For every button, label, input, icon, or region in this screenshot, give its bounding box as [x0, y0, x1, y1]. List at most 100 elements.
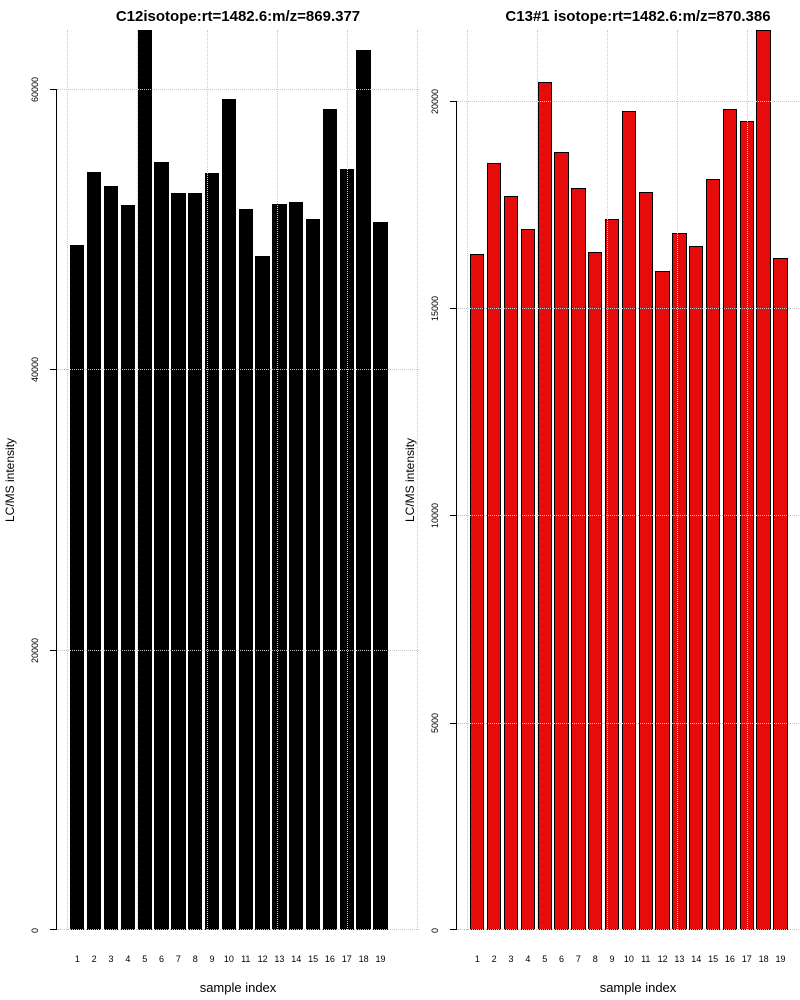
y-axis-label: LC/MS intensity [2, 30, 18, 930]
y-axis-tick-label: 0 [430, 927, 440, 933]
y-axis-tick-label: 10000 [430, 502, 440, 528]
c12-chart-panel: C12isotope:rt=1482.6:m/z=869.377 LC/MS i… [2, 8, 419, 995]
y-axis-tick [50, 369, 56, 371]
gridline-vertical [747, 30, 748, 930]
bar-sample-7 [171, 192, 186, 930]
bar-sample-15 [305, 219, 321, 930]
gridline-horizontal [457, 100, 800, 102]
x-axis-tick-label: 16 [324, 954, 335, 964]
plot-area-c12 [57, 30, 419, 930]
gridline-horizontal [57, 649, 419, 651]
x-axis-tick-label: 11 [241, 954, 251, 964]
gridline-vertical [467, 30, 468, 930]
y-axis-tick [450, 100, 456, 102]
y-axis-tick-label: 40000 [30, 356, 40, 382]
y-axis-tick-label: 20000 [30, 637, 40, 663]
x-axis-tick-label: 15 [708, 954, 719, 964]
gridline-vertical [417, 30, 418, 930]
bar-sample-13 [272, 203, 287, 930]
x-axis-tick-label: 7 [175, 954, 181, 964]
y-axis-tick-label: 60000 [30, 76, 40, 102]
x-axis-tick-label: 7 [575, 954, 581, 964]
y-axis-tick [450, 307, 456, 309]
x-axis-label: sample index [599, 980, 677, 995]
y-axis-tick [450, 929, 456, 930]
gridline-horizontal [457, 722, 800, 724]
gridline-horizontal [457, 515, 800, 517]
x-axis-tick-label: 2 [491, 954, 497, 964]
gridline-vertical [67, 30, 68, 930]
x-axis-tick-label: 4 [125, 954, 131, 964]
bar-sample-5 [537, 81, 552, 930]
bar-sample-8 [188, 192, 203, 930]
y-axis-line [456, 100, 457, 930]
bar-sample-18 [356, 49, 371, 930]
y-axis-tick [450, 515, 456, 517]
bar-sample-19 [773, 258, 788, 930]
bar-sample-12 [255, 255, 270, 930]
c13-chart-panel: C13#1 isotope:rt=1482.6:m/z=870.386 LC/M… [400, 0, 800, 1000]
bar-sample-11 [238, 209, 253, 930]
y-axis-label-text: LC/MS intensity [3, 437, 17, 523]
bar-sample-7 [571, 187, 586, 930]
x-axis-tick-label: 9 [609, 954, 615, 964]
bar-sample-2 [87, 171, 102, 930]
y-axis-tick-label: 20000 [430, 87, 440, 114]
x-axis-tick-label: 16 [724, 954, 735, 964]
bar-sample-2 [487, 162, 502, 930]
y-axis-tick-label: 0 [30, 927, 40, 933]
x-axis-tick-label: 13 [274, 954, 285, 964]
bar-sample-10 [621, 110, 637, 930]
x-axis-tick-label: 12 [657, 954, 668, 964]
x-axis-tick-label: 18 [758, 954, 769, 964]
bar-sample-3 [503, 195, 519, 930]
bar-sample-11 [638, 191, 653, 930]
x-axis-tick-label: 11 [641, 954, 651, 964]
bar-sample-19 [373, 222, 388, 930]
bar-sample-13 [672, 233, 687, 930]
gridline-horizontal [457, 307, 800, 309]
x-axis-tick-label: 8 [592, 954, 598, 964]
bar-sample-6 [554, 152, 569, 930]
bar-sample-16 [322, 108, 338, 930]
bar-sample-15 [705, 179, 721, 930]
bar-sample-16 [722, 108, 738, 930]
gridline-horizontal [57, 929, 419, 930]
gridline-vertical [537, 30, 538, 930]
gridline-horizontal [57, 88, 419, 90]
x-axis-tick-label: 19 [375, 954, 386, 964]
bar-sample-10 [221, 98, 237, 930]
y-axis-tick-label: 5000 [430, 712, 440, 733]
x-axis-tick-label: 5 [142, 954, 148, 964]
x-axis-label: sample index [199, 980, 277, 995]
x-axis-tick-label: 10 [623, 954, 634, 964]
x-axis-tick-label: 15 [308, 954, 319, 964]
bar-sample-3 [103, 185, 119, 930]
gridline-vertical [347, 30, 348, 930]
y-axis-tick [450, 722, 456, 724]
gridline-vertical [277, 30, 278, 930]
x-axis-tick-label: 2 [91, 954, 97, 964]
x-axis-tick-label: 10 [223, 954, 234, 964]
x-axis-tick-label: 3 [108, 954, 114, 964]
y-axis-tick [50, 88, 56, 90]
bar-sample-1 [70, 244, 85, 930]
bar-sample-6 [154, 161, 169, 930]
x-axis-tick-label: 8 [192, 954, 198, 964]
x-axis-tick-label: 14 [691, 954, 702, 964]
x-axis-tick-label: 4 [525, 954, 531, 964]
y-axis-label-text: LC/MS intensity [403, 437, 417, 523]
x-axis-tick-label: 19 [775, 954, 786, 964]
x-axis-tick-label: 14 [291, 954, 302, 964]
gridline-vertical [137, 30, 138, 930]
x-axis-tick-label: 1 [74, 954, 80, 964]
bar-sample-14 [289, 202, 304, 930]
x-axis-tick-label: 9 [209, 954, 215, 964]
gridline-horizontal [457, 929, 800, 930]
x-axis-tick-label: 3 [508, 954, 514, 964]
x-axis-tick-label: 17 [341, 954, 352, 964]
bar-sample-4 [120, 205, 136, 930]
gridline-vertical [207, 30, 208, 930]
y-axis-tick-label: 15000 [430, 295, 440, 321]
bar-sample-4 [520, 229, 536, 930]
